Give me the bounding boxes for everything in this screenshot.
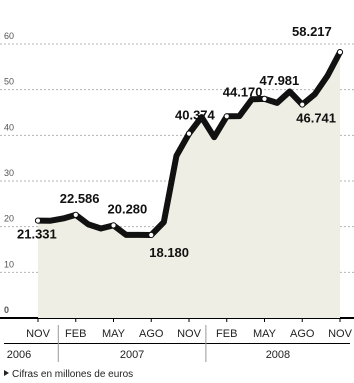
x-tick-label: MAY (253, 328, 277, 340)
data-point (336, 49, 344, 56)
x-tick-label: NOV (328, 328, 353, 340)
x-axis-ticks: NOV FEB MAY AGO NOV FEB MAY AGO NOV (26, 319, 353, 340)
x-tick-label: NOV (26, 328, 51, 340)
x-tick-label: AGO (139, 328, 164, 340)
arrow-right-icon (4, 370, 9, 376)
data-point (34, 217, 42, 224)
data-point (148, 231, 155, 239)
data-label: 20.280 (108, 201, 148, 216)
x-tick-label: FEB (65, 328, 86, 340)
y-tick-label: 60 (4, 31, 14, 41)
y-tick-label: 40 (4, 122, 14, 132)
data-points (34, 49, 344, 239)
y-tick-label: 0 (4, 305, 9, 315)
x-tick-label: MAY (102, 328, 126, 340)
data-label: 47.981 (260, 73, 300, 88)
area-shape (38, 52, 340, 318)
data-point (261, 95, 268, 102)
year-axis: 2006 2007 2008 (4, 325, 350, 362)
data-label: 58.217 (292, 24, 332, 39)
data-labels: 21.331 22.586 20.280 18.180 40.374 44.17047.9… (17, 24, 336, 260)
data-point (223, 113, 230, 120)
y-tick-label: 50 (4, 77, 14, 87)
data-point (110, 222, 117, 229)
area-fill (38, 52, 340, 318)
x-tick-label: FEB (216, 328, 237, 340)
year-label: 2007 (120, 349, 144, 361)
data-point (72, 211, 79, 218)
data-label: 21.331 (17, 227, 57, 242)
data-label: 44.170 (223, 84, 263, 99)
y-tick-label: 20 (4, 214, 14, 224)
data-point (299, 101, 306, 108)
x-tick-label: NOV (177, 328, 202, 340)
y-tick-label: 30 (4, 168, 14, 178)
y-axis-ticks: 0 10 20 30 40 50 60 (4, 31, 14, 315)
footnote: Cifras en millones de euros (4, 369, 133, 380)
year-label: 2006 (7, 349, 31, 361)
x-tick-label: AGO (290, 328, 315, 340)
data-point (185, 130, 193, 137)
data-label: 22.586 (60, 191, 100, 206)
data-label: 18.180 (149, 245, 189, 260)
footnote-text: Cifras en millones de euros (12, 369, 134, 380)
y-tick-label: 10 (4, 259, 14, 269)
year-label: 2008 (266, 349, 290, 361)
data-label: 40.374 (175, 108, 216, 123)
data-label: 46.741 (296, 111, 336, 126)
